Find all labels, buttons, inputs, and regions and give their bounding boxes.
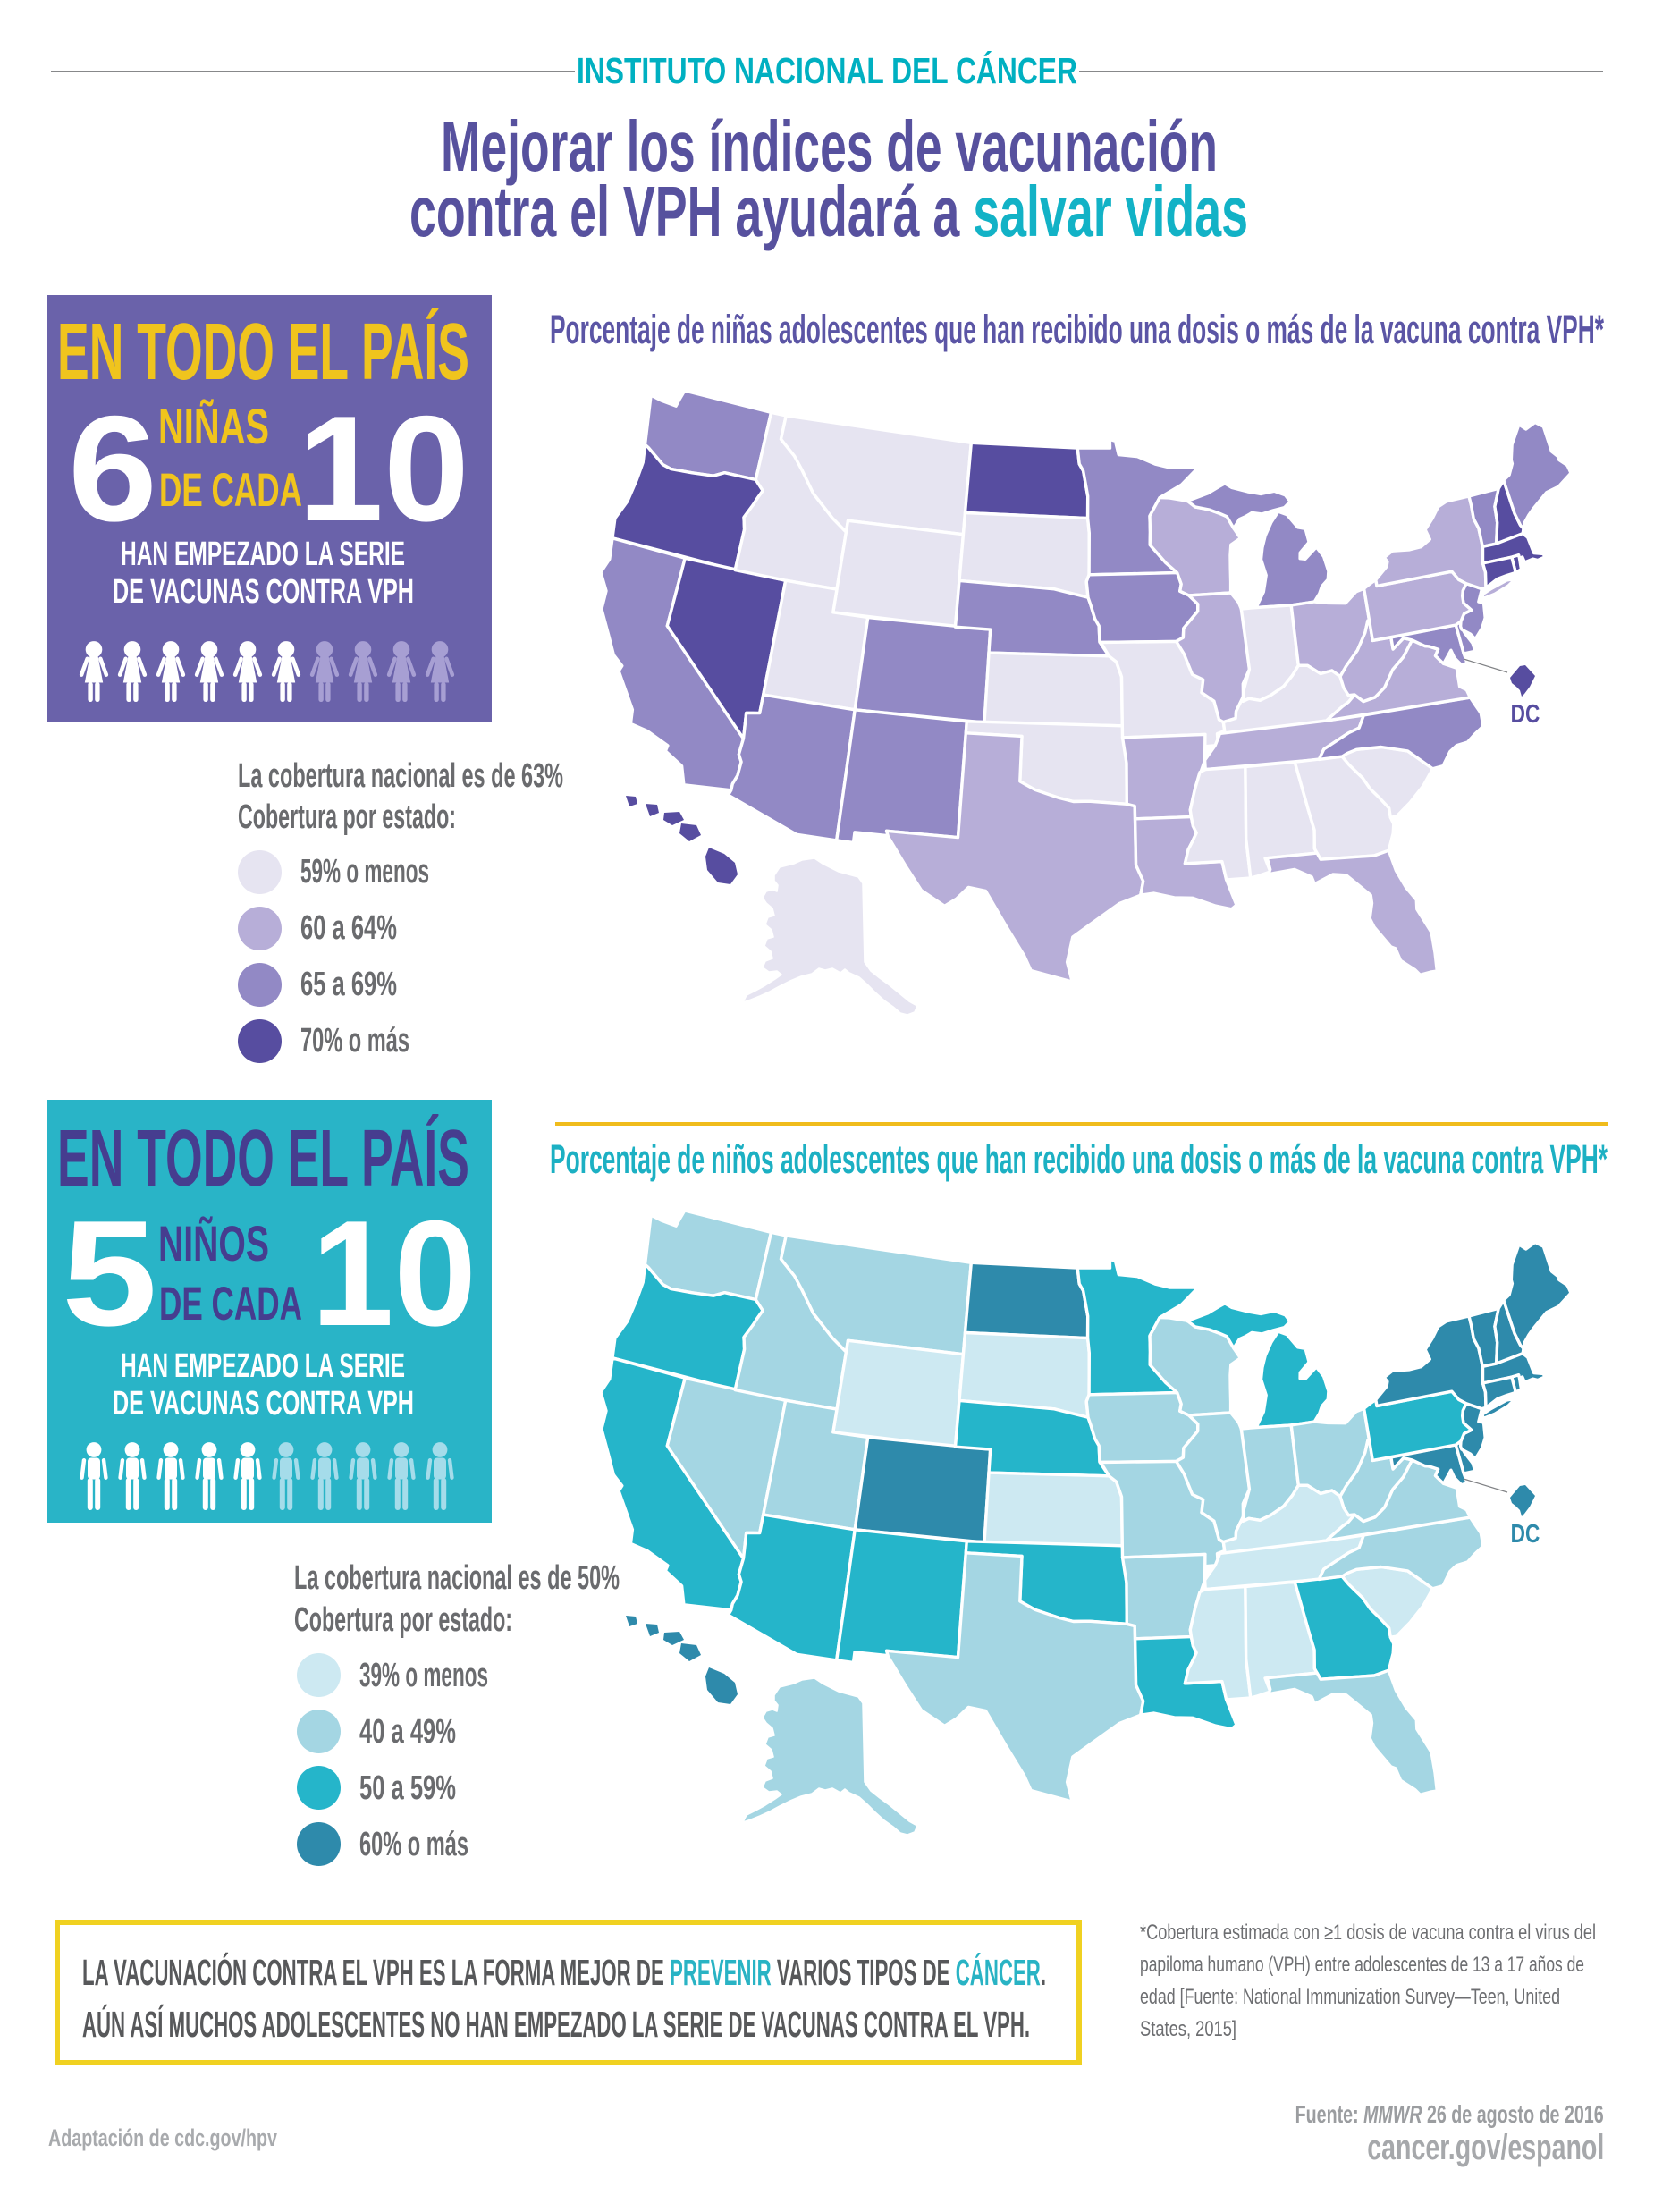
svg-text:DC: DC	[1511, 1518, 1540, 1548]
svg-text:DC: DC	[1511, 698, 1540, 728]
